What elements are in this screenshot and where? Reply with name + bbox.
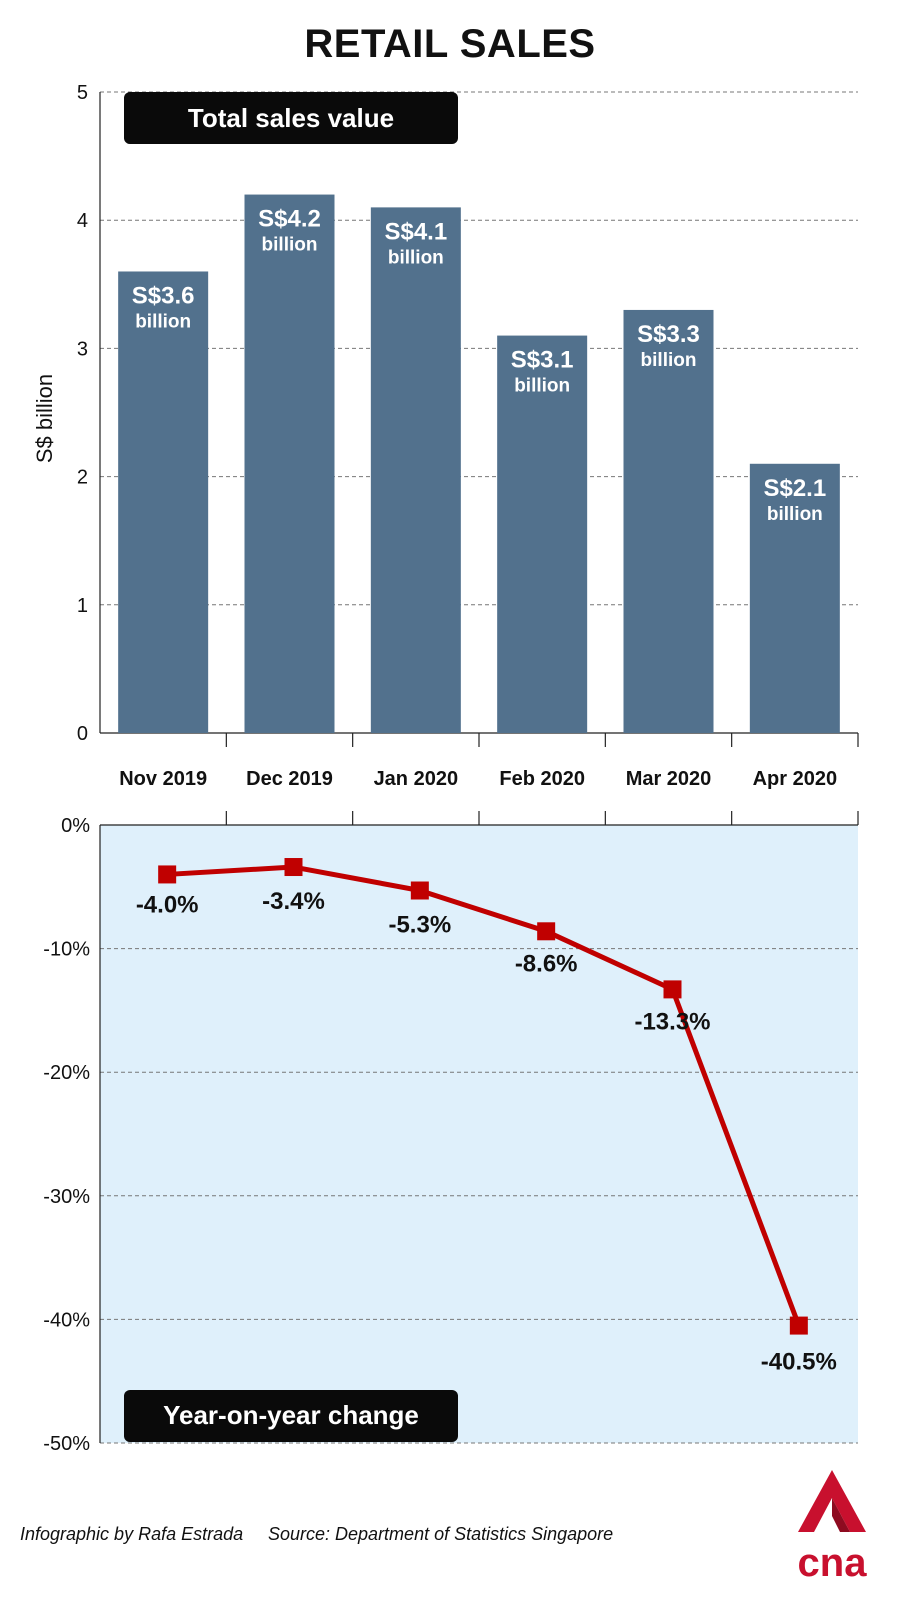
line-value-label: -13.3% <box>634 1008 710 1035</box>
bar-unit-label: billion <box>135 311 191 332</box>
bar-unit-label: billion <box>514 376 570 397</box>
cna-logo: cna <box>798 1470 868 1585</box>
bar-value-label: S$3.1 <box>511 347 574 374</box>
line-y-tick-label: -40% <box>43 1309 90 1331</box>
bar <box>497 335 588 733</box>
bar-y-tick-label: 4 <box>77 210 88 232</box>
bar <box>749 463 840 733</box>
line-y-tick-label: -50% <box>43 1433 90 1455</box>
x-category-label: Mar 2020 <box>626 768 712 790</box>
bar-value-label: S$3.3 <box>637 321 700 348</box>
bar-value-label: S$2.1 <box>763 475 826 502</box>
line-point <box>410 881 429 900</box>
bar-unit-label: billion <box>262 235 318 256</box>
line-panel-title: Year-on-year change <box>163 1400 419 1430</box>
bar-unit-label: billion <box>388 247 444 268</box>
line-panel-background <box>100 825 858 1443</box>
bar-value-label: S$4.1 <box>384 218 447 245</box>
bar-panel-tag <box>124 92 458 144</box>
line-point <box>537 922 556 941</box>
line-value-label: -3.4% <box>262 888 325 915</box>
bar-y-tick-label: 2 <box>77 467 88 489</box>
credit-author: Infographic by Rafa Estrada <box>20 1524 244 1544</box>
line-point <box>789 1316 808 1335</box>
credit-source: Source: Department of Statistics Singapo… <box>268 1524 614 1544</box>
line-value-label: -8.6% <box>515 950 578 977</box>
x-category-label: Feb 2020 <box>499 768 585 790</box>
line-y-tick-label: -20% <box>43 1062 90 1084</box>
bar-y-tick-label: 1 <box>77 595 88 617</box>
x-category-label: Nov 2019 <box>119 768 207 790</box>
bar-unit-label: billion <box>641 350 697 371</box>
line-point <box>663 980 682 999</box>
line-y-tick-label: -10% <box>43 939 90 961</box>
bar <box>623 309 714 733</box>
line-y-tick-label: 0% <box>61 815 90 837</box>
line-value-label: -5.3% <box>388 912 451 939</box>
line-value-label: -40.5% <box>761 1349 837 1376</box>
line-y-tick-label: -30% <box>43 1186 90 1208</box>
line-point <box>158 865 177 884</box>
bar <box>244 194 335 733</box>
x-category-label: Jan 2020 <box>374 768 459 790</box>
bar-value-label: S$3.6 <box>132 282 195 309</box>
x-category-label: Apr 2020 <box>753 768 838 790</box>
line-point <box>284 858 303 877</box>
bar-y-axis-label: S$ billion <box>32 374 57 463</box>
svg-text:cna: cna <box>798 1541 868 1585</box>
bar-y-tick-label: 0 <box>77 723 88 745</box>
bar <box>370 207 461 733</box>
x-category-label: Dec 2019 <box>246 768 333 790</box>
line-value-label: -4.0% <box>136 891 199 918</box>
line-series <box>167 864 802 1327</box>
bar-panel-title: Total sales value <box>188 103 394 133</box>
bar-unit-label: billion <box>767 504 823 525</box>
bar-value-label: S$4.2 <box>258 206 321 233</box>
line-panel-tag <box>124 1390 458 1442</box>
page-title: RETAIL SALES <box>304 22 596 66</box>
bar <box>118 271 209 733</box>
bar-y-tick-label: 3 <box>77 338 88 360</box>
bar-y-tick-label: 5 <box>77 82 88 104</box>
